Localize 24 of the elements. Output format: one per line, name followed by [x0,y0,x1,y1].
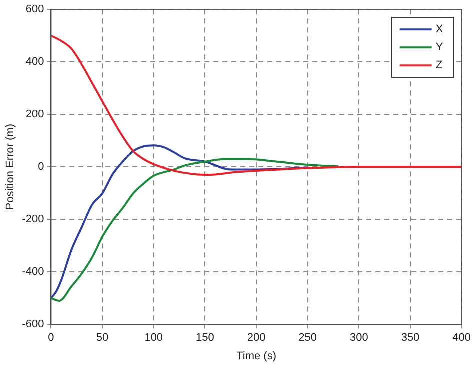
y-axis-title: Position Error (m) [4,124,17,210]
legend-label: X [436,24,444,36]
y-tick-label: -200 [22,214,44,226]
legend-label: Z [436,60,443,72]
x-tick-label: 200 [247,332,266,344]
legend-label: Y [436,42,444,54]
y-tick-label: -400 [22,266,44,278]
x-tick-label: 300 [350,332,368,344]
y-tick-label: -600 [22,318,44,331]
x-tick-label: 150 [196,332,214,344]
line-series [51,34,462,176]
x-tick-label: 100 [144,332,164,344]
y-tick-label: 0 [38,161,44,174]
y-tick-label: 200 [26,108,44,121]
x-tick-label: 400 [452,332,472,344]
x-tick-label: 0 [48,332,54,344]
x-axis-title: Time (s) [236,350,276,362]
y-tick-label: 600 [26,4,44,16]
x-tick-label: 50 [96,332,109,344]
x-tick-label: 350 [401,332,420,344]
y-tick-label: 400 [26,56,44,68]
x-tick-label: 250 [298,332,318,344]
line-series [51,144,309,300]
line-series [51,158,340,302]
